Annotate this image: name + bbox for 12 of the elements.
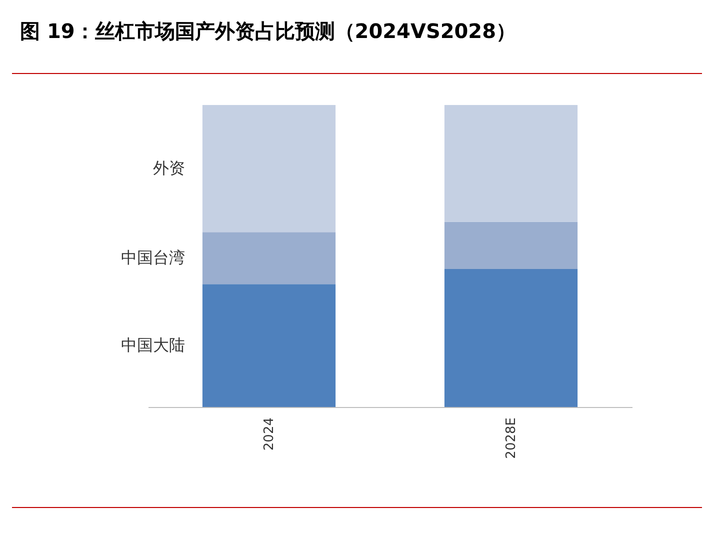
bar [202, 232, 336, 284]
chart-title: 图 19：丝杠市场国产外资占比预测（2024VS2028） [20, 18, 516, 45]
bar [444, 268, 578, 407]
bar [202, 284, 336, 407]
series-label: 中国大陆 [121, 336, 185, 355]
bar [444, 105, 578, 222]
series-label: 外资 [153, 158, 185, 178]
series-label: 中国台湾 [121, 248, 185, 268]
bar [202, 105, 336, 232]
bar [444, 222, 578, 269]
x-tick-label: 2024 [262, 418, 277, 451]
x-tick-label: 2028E [504, 418, 519, 459]
